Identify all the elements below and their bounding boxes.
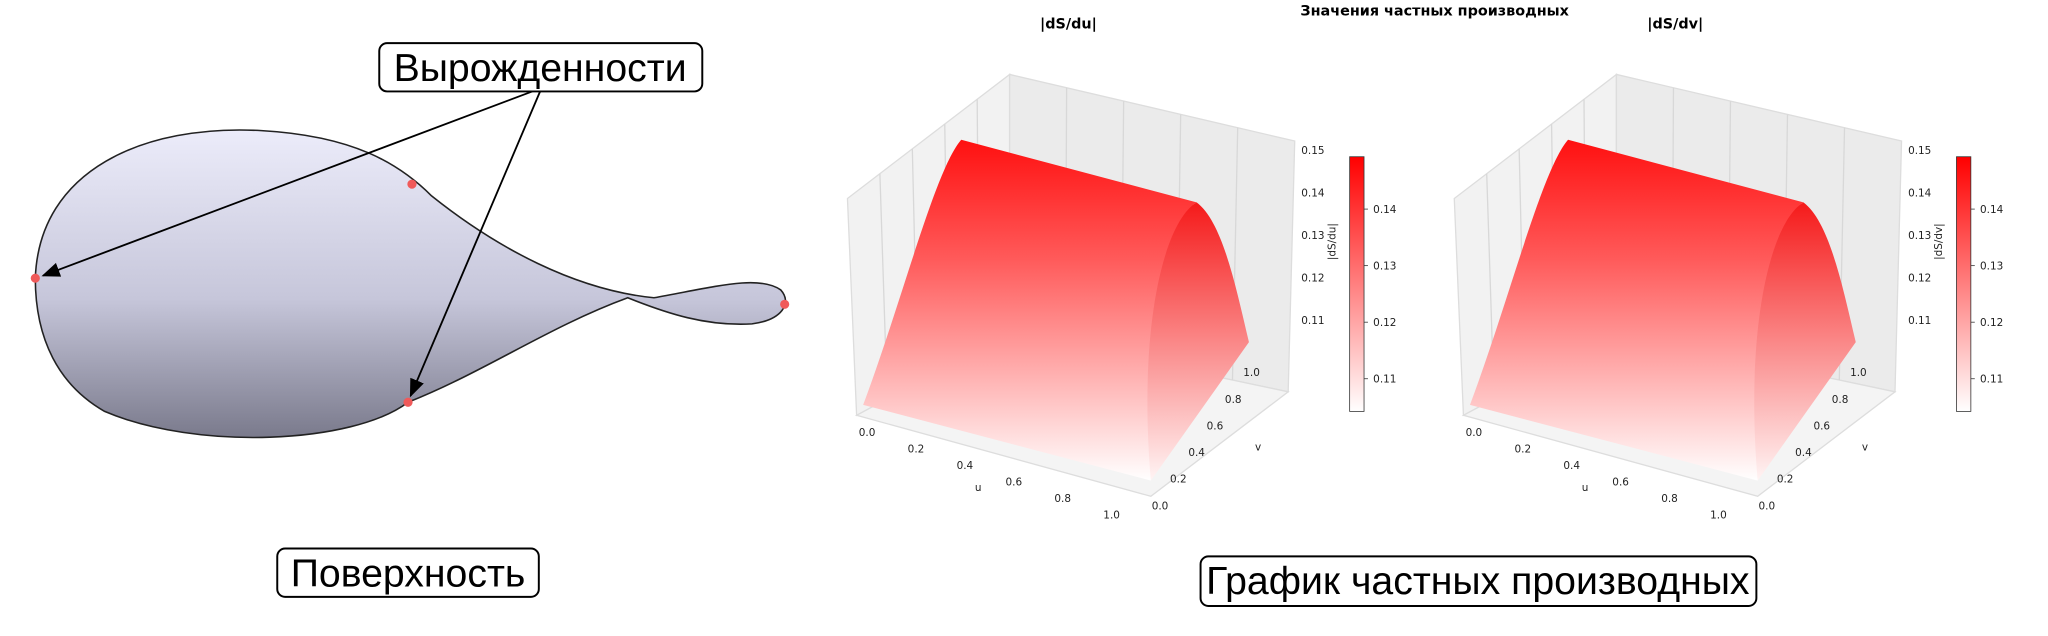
y-tick-label: 0.0 [1759,500,1776,512]
colorbar-tick-label: 0.12 [1373,317,1396,329]
z-tick-label: 0.11 [1908,315,1931,327]
label-box [378,42,704,93]
x-tick-label: 0.4 [1563,460,1580,472]
degeneracy-point [780,299,790,309]
surface-front [1469,139,1804,481]
colorbar [1956,156,1972,412]
y-axis-label: v [1862,442,1868,454]
z-tick-label: 0.15 [1908,145,1931,157]
y-tick-label: 0.6 [1207,420,1224,432]
colorbar-tick-label: 0.14 [1980,204,2004,216]
colorbar-tick-label: 0.11 [1980,374,2003,386]
caption: Поверхность [291,552,526,595]
z-tick-label: 0.12 [1908,272,1931,284]
x-tick-label: 1.0 [1103,509,1120,521]
label: Вырожденности [394,47,687,90]
y-tick-label: 0.6 [1813,420,1830,432]
y-tick-label: 1.0 [1850,367,1867,379]
z-tick-label: 0.11 [1301,315,1324,327]
y-tick-label: 0.8 [1832,394,1849,406]
surface-plot: |dS/dv| 0.0 0.2 0.4 0.6 0.8 1.0 u 0.0 0.2 0.4 0.6 0.… [1453,17,2004,521]
z-tick-label: 0.15 [1301,145,1324,157]
plot-title: |dS/dv| [1647,17,1703,33]
caption-box [1199,555,1758,607]
figure-title: Значения частных производных [1300,4,1569,20]
x-tick-label: 0.8 [1661,493,1678,505]
x-tick-label: 0.2 [908,444,925,456]
arrow [41,90,533,277]
plots: |dS/du| 0.0 0.2 0.4 0.6 0.8 1.0 u 0.0 0.2 0.4 0.6 0.… [846,17,2004,521]
x-tick-label: 0.2 [1514,444,1531,456]
colorbar-tick-label: 0.13 [1373,261,1396,273]
caption: График частных производных [1206,560,1750,603]
x-tick-label: 1.0 [1710,509,1727,521]
caption-box [276,547,540,598]
x-tick-label: 0.0 [1466,427,1483,439]
degeneracy-point [407,179,417,189]
colorbar-tick-label: 0.14 [1373,204,1397,216]
x-tick-label: 0.8 [1054,493,1071,505]
y-tick-label: 0.2 [1170,474,1187,486]
y-tick-label: 0.4 [1188,447,1205,459]
degeneracy-point [403,397,413,407]
x-tick-label: 0.6 [1005,477,1022,489]
colorbar-tick-label: 0.12 [1980,317,2003,329]
z-tick-label: 0.14 [1908,188,1932,200]
y-axis-label: v [1255,442,1261,454]
degeneracy-point [30,273,40,283]
x-axis-label: u [975,482,982,494]
colorbar-tick-label: 0.13 [1980,261,2003,273]
surface-plot: |dS/du| 0.0 0.2 0.4 0.6 0.8 1.0 u 0.0 0.2 0.4 0.6 0.… [846,17,1397,521]
surface-front [863,139,1197,481]
x-tick-label: 0.4 [957,460,974,472]
z-axis-label: |dS/dv| [1933,223,1945,260]
z-tick-label: 0.14 [1301,188,1325,200]
content: Вырожденности Поверхность Значения частн… [30,4,2004,607]
plot-title: |dS/du| [1040,17,1097,33]
colorbar-tick-label: 0.11 [1373,374,1396,386]
y-tick-label: 0.0 [1152,500,1169,512]
surface [34,129,787,439]
colorbar [1349,156,1365,412]
x-tick-label: 0.0 [859,427,876,439]
y-tick-label: 0.4 [1795,447,1812,459]
z-axis-label: |dS/du| [1326,223,1338,260]
z-tick-label: 0.12 [1301,272,1324,284]
y-tick-label: 1.0 [1243,367,1260,379]
x-tick-label: 0.6 [1612,477,1629,489]
z-tick-label: 0.13 [1908,230,1931,242]
x-axis-label: u [1582,482,1589,494]
arrow [409,91,541,398]
y-tick-label: 0.8 [1225,394,1242,406]
z-tick-label: 0.13 [1301,230,1324,242]
y-tick-label: 0.2 [1777,474,1794,486]
